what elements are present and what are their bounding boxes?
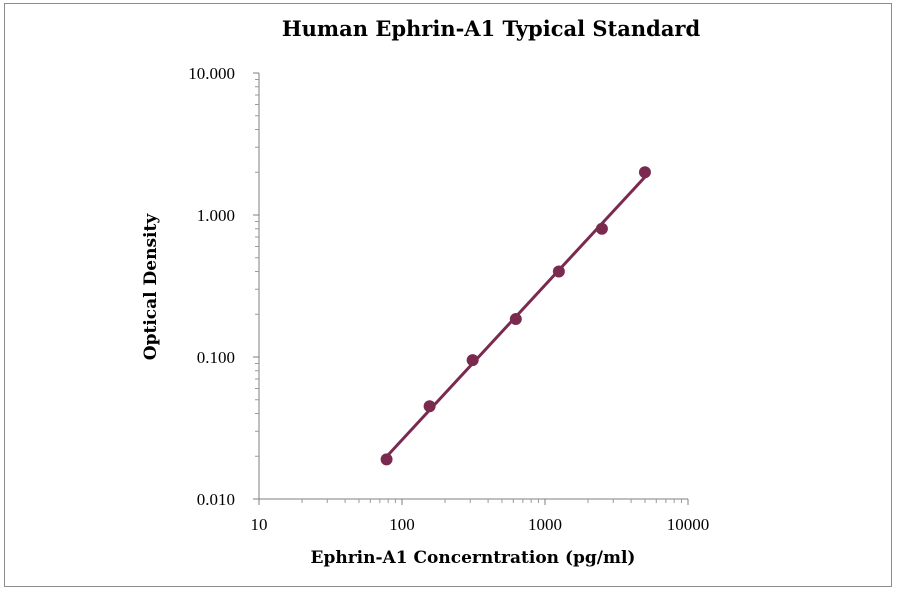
x-tick-label: 10000	[667, 515, 710, 534]
x-tick-label: 10	[251, 515, 268, 534]
x-tick-label: 100	[389, 515, 415, 534]
data-point	[380, 453, 393, 466]
y-tick-label: 0.010	[197, 490, 235, 509]
y-axis-label: Optical Density	[141, 213, 161, 361]
data-point	[466, 354, 479, 367]
data-point	[552, 265, 565, 278]
y-tick-label: 0.100	[197, 348, 235, 367]
chart-title: Human Ephrin-A1 Typical Standard	[282, 16, 701, 41]
x-tick-label: 1000	[528, 515, 562, 534]
y-tick-label: 1.000	[197, 206, 235, 225]
chart-frame	[4, 3, 892, 587]
y-tick-label: 10.000	[188, 64, 235, 83]
data-point	[595, 222, 608, 235]
data-point	[638, 166, 651, 179]
x-axis-label: Ephrin-A1 Concerntration (pg/ml)	[311, 548, 636, 568]
data-point	[423, 400, 436, 413]
data-point	[509, 313, 522, 326]
tick-labels: 10 100 1000 10000 0.010 0.100 1.000 10.000	[188, 64, 709, 534]
plot-area	[380, 166, 651, 466]
axes	[253, 72, 689, 505]
